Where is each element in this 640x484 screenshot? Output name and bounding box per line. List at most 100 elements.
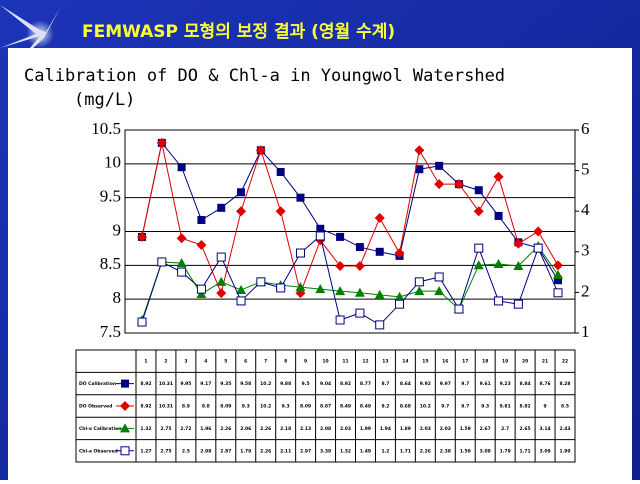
table-header: 14 (402, 359, 408, 365)
table-cell: 8.5 (561, 404, 569, 410)
table-cell: 10.2 (260, 381, 271, 387)
table-cell: 1.27 (140, 448, 151, 454)
series-line (141, 235, 559, 326)
marker (216, 276, 227, 286)
marker (435, 161, 444, 170)
table-cell: 1.96 (200, 426, 211, 432)
table-cell: 9.81 (500, 404, 511, 410)
marker (415, 165, 424, 174)
marker (553, 260, 563, 271)
legend-label: Chl-a Calibration (79, 426, 121, 432)
table-cell: 1.79 (240, 448, 251, 454)
series-line (141, 141, 559, 281)
table-cell: 2.08 (320, 426, 331, 432)
table-cell: 1.32 (340, 448, 351, 454)
table-header: 11 (342, 359, 348, 365)
table-header: 4 (204, 359, 207, 365)
table-header: 9 (304, 359, 307, 365)
table-cell: 1.89 (400, 426, 411, 432)
table-cell: 9.95 (180, 381, 191, 387)
chart-title: Calibration of DO & Chl-a in Youngwol Wa… (24, 66, 505, 86)
table-cell: 8.49 (360, 404, 371, 410)
legend-label: DO Observed (79, 404, 112, 410)
marker (394, 248, 405, 259)
marker (216, 288, 227, 299)
table-header: 2 (164, 359, 167, 365)
y-tick-label: 7.5 (100, 322, 121, 341)
marker (473, 260, 484, 270)
table-header: 10 (322, 359, 328, 365)
table-header: 3 (184, 359, 187, 365)
table-cell: 9.97 (440, 381, 451, 387)
marker (493, 258, 504, 268)
marker (414, 145, 425, 156)
table-cell: 2.75 (160, 426, 171, 432)
marker (553, 269, 563, 279)
table-cell: 2.87 (220, 448, 231, 454)
table-cell: 2.03 (340, 426, 351, 432)
table-cell: 8.92 (140, 381, 151, 387)
marker (354, 287, 365, 297)
marker (236, 206, 247, 217)
table-cell: 1.99 (559, 448, 570, 454)
table-cell: 1.49 (360, 448, 371, 454)
marker (276, 167, 285, 176)
table-cell: 1.94 (380, 426, 391, 432)
table-cell: 9.3 (481, 404, 489, 410)
table-cell: 9.3 (242, 404, 250, 410)
marker (374, 289, 385, 299)
y-tick-label: 9 (113, 220, 122, 239)
table-cell: 8.9 (182, 404, 190, 410)
marker (295, 248, 305, 258)
table-cell: 8.09 (220, 404, 231, 410)
marker (414, 277, 424, 287)
table-cell: 1.71 (400, 448, 411, 454)
table-cell: 2.11 (280, 448, 291, 454)
y2-tick-label: 6 (581, 119, 590, 138)
table-header: 7 (264, 359, 267, 365)
table-header: 20 (522, 359, 528, 365)
table-cell: 1.59 (460, 448, 471, 454)
marker (513, 299, 523, 309)
marker (177, 163, 186, 172)
table-cell: 9.7 (461, 381, 469, 387)
slide-title: FEMWASP 모형의 보정 결과 (영월 수계) (82, 21, 395, 42)
table-cell: 2.03 (420, 426, 431, 432)
marker (355, 308, 365, 318)
table-cell: 8.28 (559, 381, 570, 387)
table-cell: 9.92 (420, 381, 431, 387)
y2-tick-label: 4 (581, 200, 590, 219)
table-cell: 8.82 (520, 404, 531, 410)
legend-label: DO Calibration (79, 381, 116, 387)
marker (335, 286, 346, 296)
table-header: 22 (562, 359, 568, 365)
marker (354, 261, 365, 272)
marker (156, 137, 167, 148)
marker (494, 211, 503, 220)
series-line (141, 142, 559, 295)
y-axis-label: (mg/L) (74, 90, 135, 110)
y2-tick-label: 1 (581, 322, 590, 341)
table-cell: 2.13 (300, 426, 311, 432)
table-cell: 2.18 (280, 426, 291, 432)
table-cell: 2.65 (520, 426, 531, 432)
y-tick-label: 8.5 (100, 254, 121, 273)
table-cell: 9.88 (280, 381, 291, 387)
marker (554, 276, 562, 285)
table-cell: 8.64 (400, 381, 411, 387)
table-cell: 9.5 (302, 381, 310, 387)
table-cell: 9.7 (461, 404, 469, 410)
marker (454, 304, 464, 314)
marker (315, 231, 325, 241)
table-cell: 2.03 (440, 426, 451, 432)
y-tick-label: 8 (113, 288, 122, 307)
marker (375, 320, 385, 330)
table-cell: 2.26 (260, 426, 271, 432)
marker (157, 257, 167, 267)
table-cell: 10.2 (420, 404, 431, 410)
legend-marker (120, 423, 130, 433)
marker (375, 247, 384, 256)
marker (137, 231, 147, 242)
table-header: 5 (224, 359, 227, 365)
